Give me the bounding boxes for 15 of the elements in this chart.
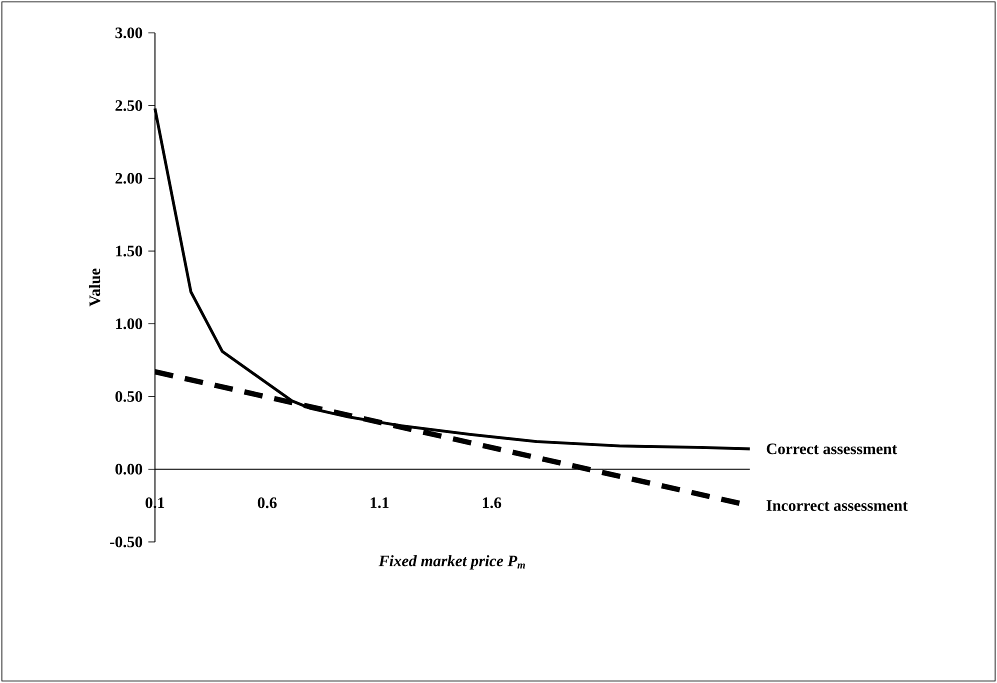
x-tick-label: 0.6 <box>258 497 277 508</box>
y-tick-label: 0.00 <box>115 464 142 475</box>
y-axis-title: Value <box>88 268 100 306</box>
y-tick-label: 2.50 <box>116 100 142 112</box>
y-tick-label: 0.50 <box>115 391 142 402</box>
x-tick-label: 1.6 <box>482 497 502 508</box>
y-tick-label: 1.00 <box>116 318 142 330</box>
y-tick-label: 1.50 <box>116 246 142 256</box>
y-tick-label: -0.50 <box>110 536 142 548</box>
series-label: Incorrect assessment <box>766 500 908 511</box>
series-label: Correct assessment <box>766 444 898 454</box>
y-tick-label: 3.00 <box>115 27 142 38</box>
x-axis-title: Fixed market price P$_{m}$ <box>378 555 525 570</box>
y-tick-label: 2.00 <box>116 172 142 184</box>
x-tick-label: 1.1 <box>370 497 389 508</box>
